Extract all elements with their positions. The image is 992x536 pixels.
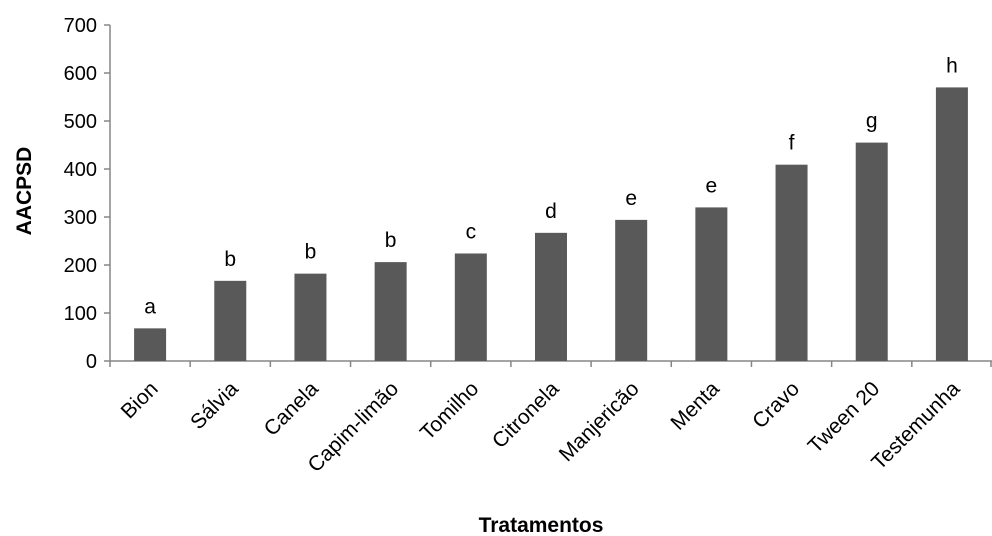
- y-tick-label: 600: [64, 63, 97, 85]
- bar-label: f: [789, 132, 795, 155]
- bar-label: c: [466, 220, 477, 243]
- bar: [454, 253, 487, 361]
- y-axis: 0 100 200 300 400 500 600 700: [64, 15, 111, 373]
- bar-label: b: [224, 248, 236, 271]
- category-label: Menta: [666, 377, 724, 435]
- bar-label: e: [706, 174, 718, 197]
- bar: [935, 87, 968, 362]
- y-tick-label: 300: [64, 207, 97, 229]
- bar-label: g: [866, 110, 878, 133]
- bar-label: e: [625, 187, 637, 210]
- category-label: Tween 20: [804, 377, 885, 458]
- bar: [855, 142, 888, 361]
- category-label: Manjericão: [555, 377, 644, 466]
- y-tick-label: 500: [64, 111, 97, 133]
- category-label: Bion: [117, 377, 163, 423]
- bar-label: d: [545, 200, 557, 223]
- bar-label: h: [946, 54, 958, 77]
- y-tick-label: 700: [64, 15, 97, 37]
- bar: [775, 164, 808, 361]
- bar: [535, 232, 567, 361]
- bar: [374, 262, 407, 361]
- bar-label: a: [144, 295, 156, 318]
- x-axis-title: Tratamentos: [479, 514, 604, 536]
- bar: [615, 219, 648, 361]
- bar: [214, 280, 247, 361]
- category-label: Citronela: [488, 377, 564, 453]
- bar-significance-labels: a b b b c d e e f g h: [144, 54, 958, 318]
- category-label: Canela: [260, 377, 324, 441]
- bars: [134, 87, 968, 362]
- y-tick-label: 200: [64, 255, 97, 277]
- bar: [695, 207, 728, 361]
- y-axis-title: AACPSD: [13, 147, 36, 236]
- bar-label: b: [305, 241, 317, 264]
- y-tick-label: 100: [64, 303, 97, 325]
- x-axis: [109, 360, 992, 367]
- category-label: Sálvia: [186, 377, 243, 434]
- category-label: Tomilho: [416, 377, 483, 444]
- bar-label: b: [385, 229, 397, 252]
- y-tick-label: 400: [64, 159, 97, 181]
- y-tick-label: 0: [86, 351, 97, 373]
- bar: [294, 273, 327, 361]
- category-label: Cravo: [748, 377, 804, 433]
- bar: [134, 328, 167, 361]
